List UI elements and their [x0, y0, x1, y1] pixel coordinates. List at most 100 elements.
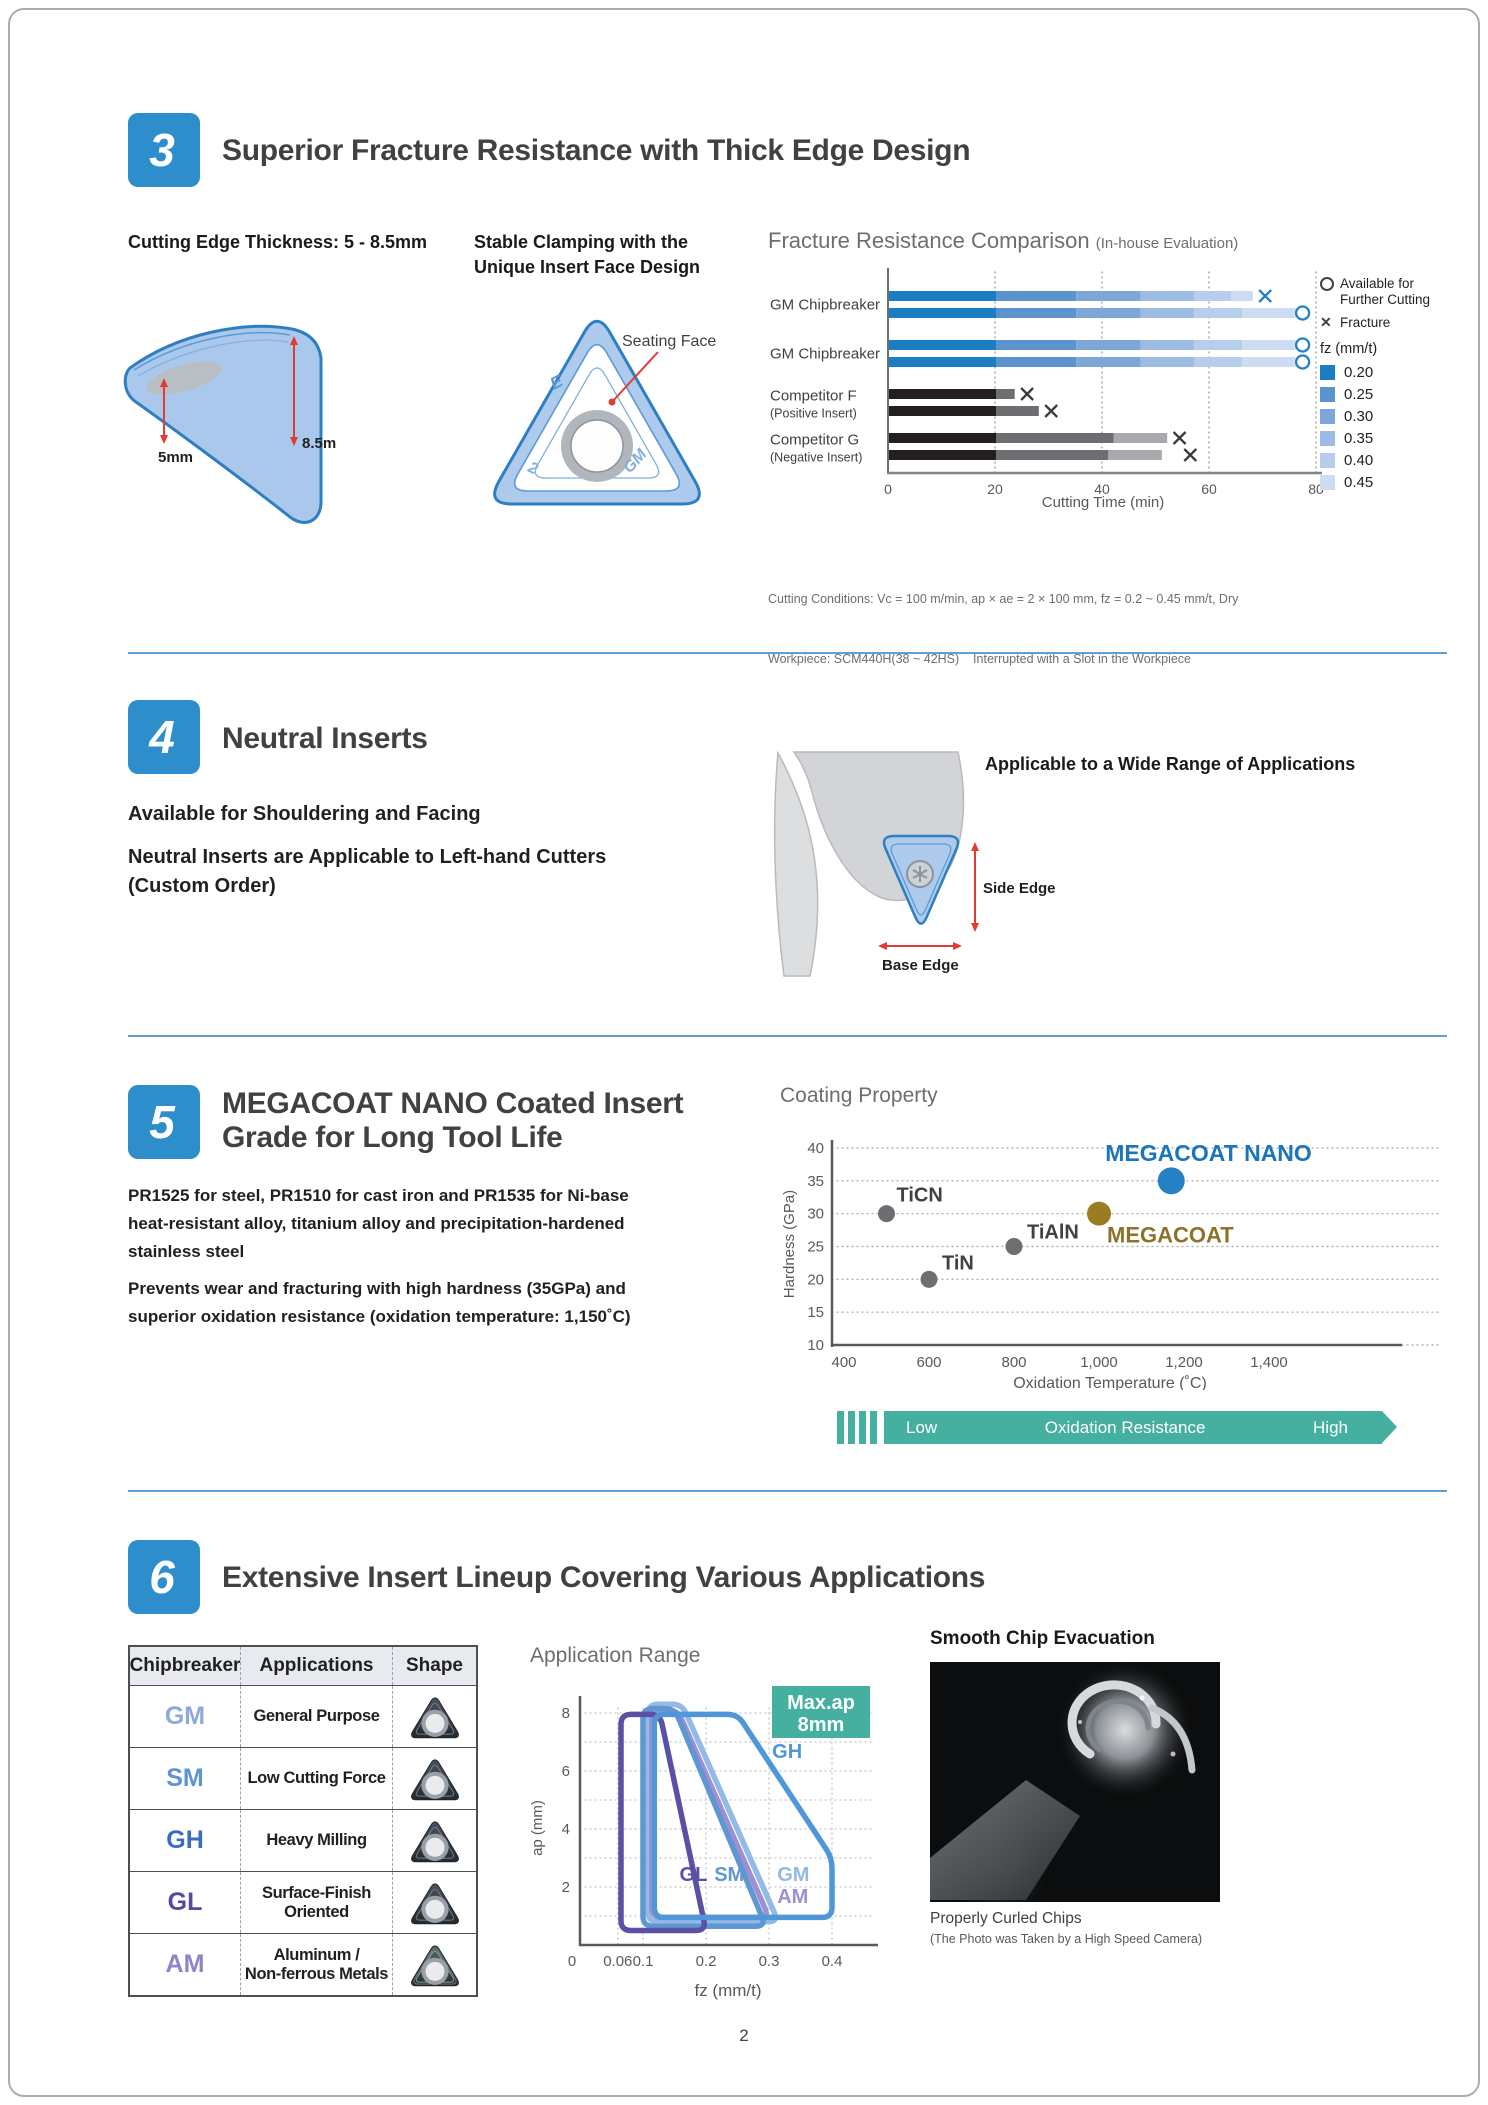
coating-property-chart: 10 15 20 25 30 35 40 400 600 800 1,000 1,200 1,400 Ox… [781, 1140, 1441, 1390]
bar-segment [1076, 291, 1141, 301]
y-tick-label: 40 [807, 1140, 824, 1157]
fz-level-label: 0.30 [1344, 407, 1374, 425]
s4-line2: Neutral Inserts are Applicable to Left-h… [128, 846, 607, 868]
y-tick-label: 2 [562, 1879, 570, 1896]
application-region-GL [618, 1711, 707, 1934]
bar-segment [889, 433, 996, 443]
fz-level-label: 0.35 [1344, 429, 1374, 447]
chipbreaker-cell: GL [130, 1872, 240, 1933]
y-tick-label: 25 [807, 1239, 824, 1256]
apprange-xaxis-label: fz (mm/t) [694, 1981, 761, 2000]
bar-segment [1076, 308, 1141, 318]
page-number: 2 [739, 2026, 749, 2045]
insert-photo-icon [410, 1820, 459, 1862]
fracture-chart-title: Fracture Resistance Comparison (In-house… [768, 228, 1238, 254]
section-5-title-line1: MEGACOAT NANO Coated Insert [222, 1087, 684, 1120]
bar-segment [1140, 357, 1194, 367]
banner-arrow-icon [1382, 1411, 1397, 1443]
fz-level-item: 0.35 [1320, 429, 1488, 448]
scatter-point-label: TiCN [897, 1185, 943, 1207]
legend-fracture-label: Fracture [1340, 315, 1391, 330]
bar-segment [1140, 308, 1194, 318]
fracture-x-marker [1020, 387, 1034, 401]
table-row: GH Heavy Milling [130, 1809, 476, 1871]
chipbreaker-code: SM [166, 1764, 204, 1792]
y-tick-label: 20 [807, 1271, 824, 1288]
bar-segment [889, 406, 996, 416]
side-edge-label: Side Edge [983, 880, 1056, 897]
scatter-yaxis-label: Hardness (GPa) [781, 1190, 798, 1298]
cutting-conditions-line1: Cutting Conditions: Vc = 100 m/min, ap ×… [768, 592, 1239, 606]
scatter-point-MEGACOAT [1087, 1201, 1111, 1226]
photo-caption-2: (The Photo was Taken by a High Speed Cam… [930, 1932, 1203, 1946]
bar-segment [996, 406, 1039, 416]
bar-segment [1076, 357, 1141, 367]
bar-segment [889, 308, 996, 318]
chipbreaker-cell: GM [130, 1686, 240, 1747]
chipbreaker-cell: SM [130, 1748, 240, 1809]
table-row: GM General Purpose [130, 1685, 476, 1747]
section-3-title: Superior Fracture Resistance with Thick … [222, 134, 971, 167]
fz-color-swatch [1320, 365, 1335, 380]
insert-photo-coated-icon [410, 1944, 459, 1986]
legend-fz-swatches: 0.20 0.25 0.30 0.35 0.40 0.45 [1320, 363, 1488, 492]
banner-high-label: High [1313, 1417, 1348, 1437]
region-label-GM: GM [777, 1864, 809, 1886]
table-row: AM Aluminum / Non-ferrous Metals [130, 1933, 476, 1995]
section-4-title: Neutral Inserts [222, 722, 428, 755]
stable-clamping-heading: Stable Clamping with the Unique Insert F… [474, 230, 700, 280]
fracture-resistance-chart: GM Chipbreaker GM Chipbreaker Competitor F… [770, 268, 1324, 497]
fracture-x-icon: ✕ [1320, 314, 1332, 330]
cutter-insert-illustration: Side Edge Base Edge [773, 750, 1056, 977]
y-tick-label: 8 [562, 1705, 570, 1722]
bar-segment [889, 340, 996, 350]
section-divider-2 [128, 1035, 1447, 1037]
section-divider-1 [128, 652, 1447, 654]
further-cutting-circle-marker [1294, 337, 1311, 353]
base-edge-arrow [878, 942, 962, 950]
x-tick-label: 0.06 [603, 1953, 632, 1970]
bar-segment [1076, 340, 1141, 350]
cutting-edge-heading: Cutting Edge Thickness: 5 - 8.5mm [128, 232, 428, 252]
section-divider-3 [128, 1490, 1447, 1492]
oxidation-resistance-banner: Low Oxidation Resistance High [837, 1411, 1397, 1444]
table-header-chipbreaker: Chipbreaker [129, 1655, 241, 1676]
shape-cell [392, 1748, 476, 1809]
bar-segment [1242, 340, 1296, 350]
x-tick-label: 0 [884, 481, 892, 497]
fracture-x-marker [1258, 289, 1272, 303]
chipbreaker-code: GH [166, 1826, 204, 1854]
bar-group-label: Competitor G [770, 432, 859, 449]
region-label-SM: SM [714, 1864, 744, 1886]
section-5-title: MEGACOAT NANO Coated Insert Grade for Lo… [222, 1087, 684, 1155]
y-tick-label: 15 [807, 1304, 824, 1321]
bar-segment [1140, 340, 1194, 350]
fz-color-swatch [1320, 431, 1335, 446]
shape-cell [392, 1686, 476, 1747]
section-6-number-badge: 6 [128, 1540, 200, 1614]
x-tick-label: 0.1 [633, 1953, 654, 1970]
x-tick-label: 0 [568, 1953, 576, 1970]
legend-circle-line1: Available for [1340, 276, 1415, 291]
section-5-number-badge: 5 [128, 1085, 200, 1159]
x-tick-label: 600 [916, 1354, 941, 1371]
fz-level-item: 0.30 [1320, 407, 1488, 426]
wide-range-heading: Applicable to a Wide Range of Applicatio… [985, 754, 1356, 774]
bar-group-sublabel: (Negative Insert) [770, 451, 862, 465]
fracture-x-marker [1183, 448, 1198, 462]
max-ap-badge-line2: 8mm [798, 1714, 845, 1736]
scatter-point-label: TiAlN [1027, 1222, 1079, 1244]
bar-segment [1193, 291, 1232, 301]
applications-cell: Aluminum / Non-ferrous Metals [240, 1934, 392, 1995]
coating-property-title: Coating Property [780, 1084, 938, 1107]
y-tick-label: 6 [562, 1763, 570, 1780]
s4-line3: (Custom Order) [128, 875, 276, 897]
x-tick-label: 800 [1001, 1354, 1026, 1371]
applications-cell: Surface-Finish Oriented [240, 1872, 392, 1933]
section-3-number-badge: 3 [128, 113, 200, 187]
legend-fracture: ✕ Fracture [1320, 315, 1488, 331]
chipbreaker-cell: AM [130, 1934, 240, 1995]
fz-level-item: 0.45 [1320, 473, 1488, 492]
insert-photo-icon [410, 1758, 459, 1800]
